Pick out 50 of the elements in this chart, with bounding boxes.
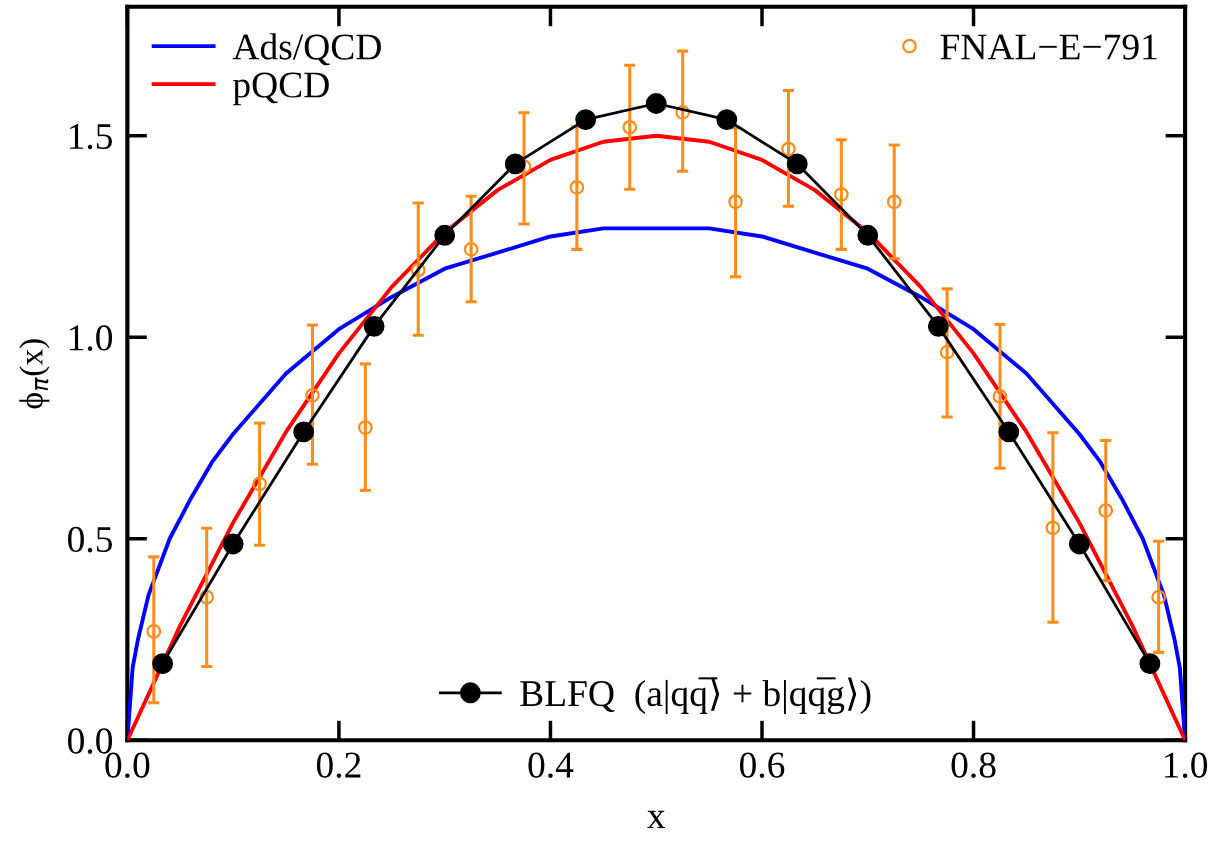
point (252, 476, 267, 492)
y-tick-label: 1.5 (69, 123, 113, 150)
point (569, 179, 585, 195)
point (199, 589, 215, 605)
point (1151, 589, 1167, 605)
x-tick-label: 0.8 (951, 752, 996, 778)
point (410, 262, 426, 278)
point (504, 153, 526, 175)
y-tick-label: 0.5 (68, 526, 113, 553)
point (1045, 520, 1061, 536)
point (927, 315, 949, 337)
point (645, 93, 667, 114)
x-tick-label: 0.2 (316, 752, 361, 778)
point (463, 242, 479, 257)
point (1068, 533, 1090, 555)
point (675, 105, 691, 120)
x-axis-title: x (647, 810, 666, 829)
legend-label: Ads/QCD (232, 33, 381, 66)
point (939, 344, 955, 360)
legend-label: BLFQ (a|qq̅⟩ + b|qq̅g⟩) (520, 677, 871, 714)
point (146, 624, 162, 639)
point (1098, 503, 1114, 518)
point (293, 421, 315, 443)
x-tick-label: 0.6 (740, 752, 785, 778)
y-tick-label: 0.0 (68, 728, 113, 754)
point (886, 194, 902, 210)
legend-label: FNAL−E−791 (940, 34, 1157, 60)
point (434, 224, 456, 246)
point (1139, 653, 1161, 675)
point (781, 141, 796, 157)
x-tick-label: 0.4 (528, 752, 574, 778)
point (998, 421, 1020, 443)
x-tick-label: 0.0 (105, 752, 150, 778)
point (305, 387, 320, 403)
point (363, 315, 385, 337)
point (575, 109, 597, 131)
point (358, 420, 373, 435)
point (222, 533, 244, 555)
point (833, 187, 849, 202)
point (992, 389, 1008, 404)
legend-label: pQCD (232, 72, 329, 106)
y-tick-label: 1.0 (69, 325, 113, 351)
point (857, 224, 879, 246)
point (786, 153, 808, 175)
point (622, 119, 638, 135)
point (728, 194, 743, 210)
y-axis-title: ϕ$_{π}$(x) (19, 339, 50, 409)
x-tick-label: 1.0 (1164, 752, 1208, 778)
point (152, 653, 174, 675)
point (716, 109, 738, 131)
